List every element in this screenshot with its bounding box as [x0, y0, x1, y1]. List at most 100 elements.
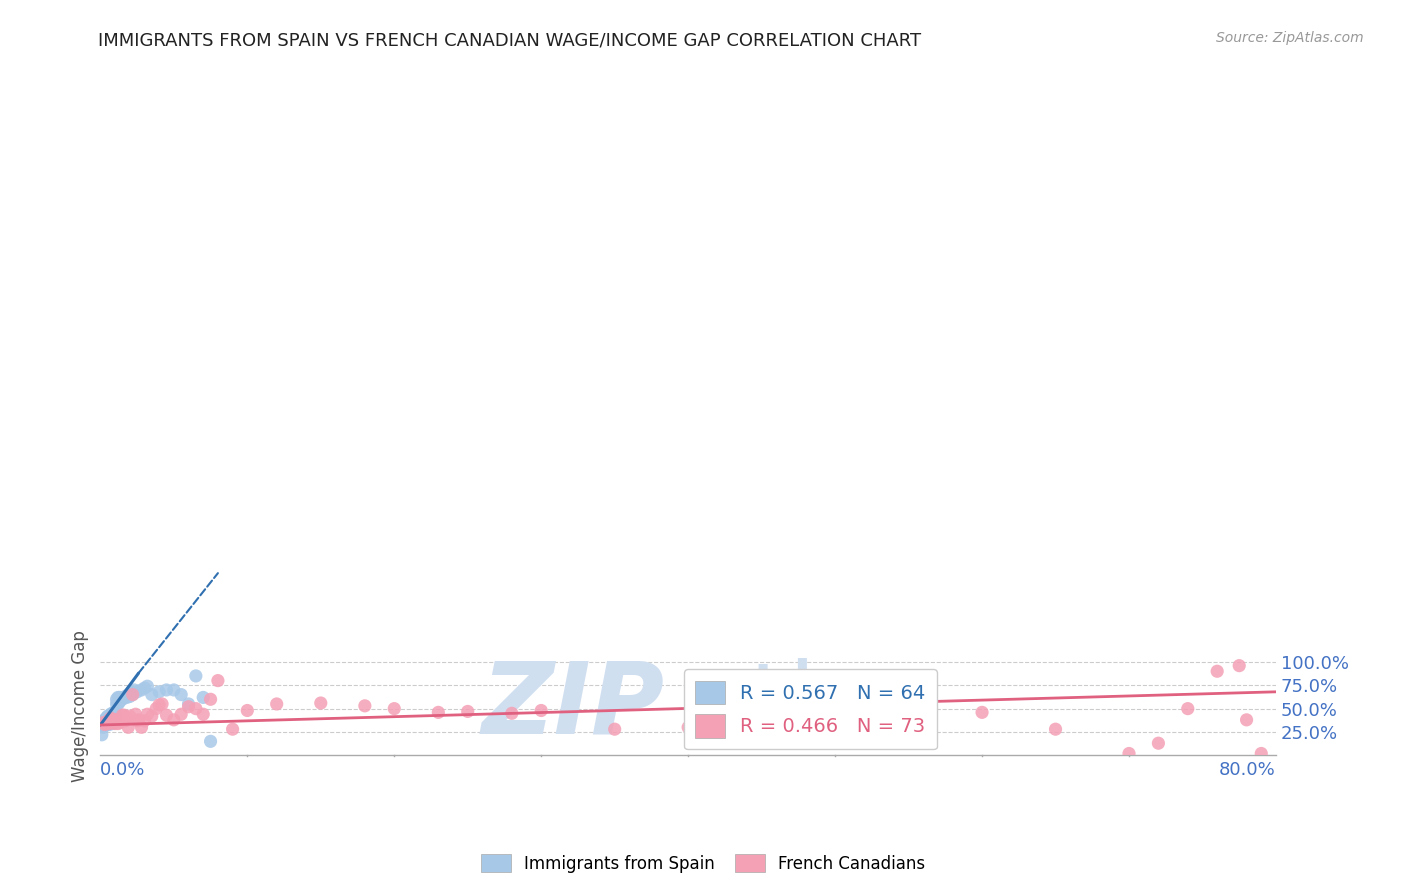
- Point: [108, 695, 131, 709]
- Point: [501, 706, 523, 721]
- Point: [184, 669, 207, 683]
- Point: [118, 709, 141, 723]
- Point: [100, 711, 122, 725]
- Y-axis label: Wage/Income Gap: Wage/Income Gap: [72, 631, 89, 782]
- Point: [115, 711, 138, 725]
- Point: [96, 716, 118, 731]
- Point: [170, 707, 193, 722]
- Point: [1227, 658, 1250, 673]
- Point: [117, 688, 139, 702]
- Point: [101, 712, 124, 726]
- Point: [221, 722, 243, 736]
- Point: [131, 682, 153, 697]
- Point: [207, 673, 229, 688]
- Point: [530, 704, 553, 718]
- Point: [148, 685, 170, 699]
- Point: [103, 713, 125, 727]
- Point: [94, 717, 117, 731]
- Point: [141, 709, 163, 723]
- Point: [115, 690, 138, 705]
- Point: [98, 709, 121, 723]
- Point: [103, 715, 125, 730]
- Point: [200, 692, 222, 706]
- Point: [104, 714, 127, 729]
- Point: [111, 708, 134, 723]
- Point: [1118, 747, 1140, 761]
- Point: [676, 720, 699, 734]
- Point: [603, 722, 626, 736]
- Point: [94, 715, 117, 730]
- Point: [100, 715, 122, 730]
- Point: [107, 690, 129, 705]
- Text: Source: ZipAtlas.com: Source: ZipAtlas.com: [1216, 31, 1364, 45]
- Point: [114, 714, 136, 728]
- Point: [105, 713, 128, 727]
- Legend: R = 0.567   N = 64, R = 0.466   N = 73: R = 0.567 N = 64, R = 0.466 N = 73: [683, 669, 936, 749]
- Text: IMMIGRANTS FROM SPAIN VS FRENCH CANADIAN WAGE/INCOME GAP CORRELATION CHART: IMMIGRANTS FROM SPAIN VS FRENCH CANADIAN…: [98, 31, 921, 49]
- Point: [96, 711, 118, 725]
- Point: [751, 709, 773, 723]
- Point: [141, 688, 163, 702]
- Point: [104, 712, 127, 726]
- Point: [101, 709, 124, 723]
- Point: [97, 716, 120, 731]
- Point: [155, 708, 177, 723]
- Point: [121, 688, 143, 702]
- Point: [427, 706, 450, 720]
- Point: [121, 688, 143, 702]
- Point: [103, 715, 125, 730]
- Point: [100, 707, 122, 722]
- Point: [98, 714, 121, 729]
- Point: [163, 713, 186, 727]
- Text: atlas: atlas: [688, 657, 929, 755]
- Point: [177, 697, 200, 711]
- Point: [91, 715, 114, 730]
- Point: [112, 711, 135, 725]
- Point: [266, 697, 288, 711]
- Point: [122, 682, 145, 697]
- Point: [200, 734, 222, 748]
- Point: [101, 716, 124, 731]
- Point: [236, 704, 259, 718]
- Point: [136, 679, 159, 693]
- Point: [193, 690, 215, 705]
- Point: [107, 714, 129, 728]
- Point: [100, 715, 122, 730]
- Point: [124, 707, 146, 722]
- Point: [117, 720, 139, 734]
- Point: [1206, 665, 1229, 679]
- Point: [98, 713, 121, 727]
- Point: [354, 698, 377, 713]
- Point: [1147, 736, 1170, 750]
- Point: [309, 696, 332, 710]
- Point: [103, 714, 125, 728]
- Point: [163, 682, 186, 697]
- Point: [90, 728, 112, 742]
- Point: [108, 715, 131, 730]
- Text: ZIP: ZIP: [482, 657, 665, 755]
- Point: [170, 688, 193, 702]
- Point: [134, 714, 156, 728]
- Point: [107, 697, 129, 711]
- Point: [97, 713, 120, 727]
- Point: [127, 714, 149, 728]
- Point: [457, 705, 479, 719]
- Point: [148, 698, 170, 712]
- Point: [100, 711, 122, 725]
- Point: [131, 720, 153, 734]
- Point: [112, 708, 135, 723]
- Point: [177, 699, 200, 714]
- Point: [127, 685, 149, 699]
- Point: [98, 713, 121, 727]
- Point: [824, 705, 846, 719]
- Point: [897, 701, 920, 715]
- Point: [114, 690, 136, 704]
- Point: [100, 714, 122, 728]
- Point: [1236, 713, 1258, 727]
- Point: [970, 706, 993, 720]
- Point: [1177, 701, 1199, 715]
- Point: [104, 716, 127, 731]
- Point: [382, 701, 405, 715]
- Point: [136, 707, 159, 722]
- Point: [1045, 722, 1067, 736]
